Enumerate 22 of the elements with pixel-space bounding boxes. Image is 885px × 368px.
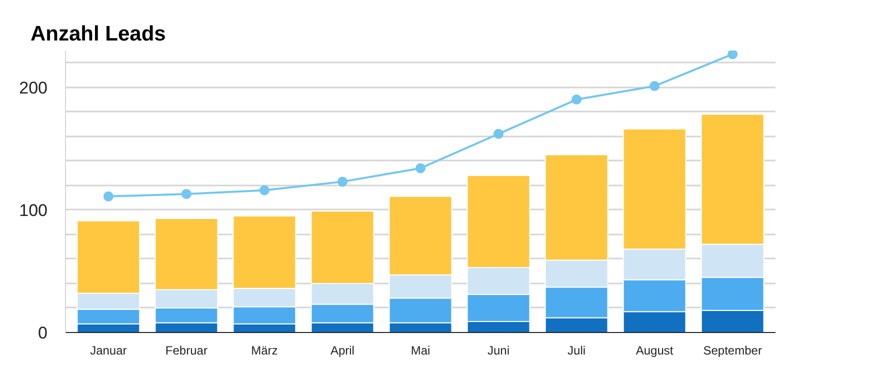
y-tick-label: 100	[19, 200, 48, 220]
x-tick-label: März	[251, 344, 278, 358]
x-tick-label: August	[636, 344, 674, 358]
point	[494, 128, 504, 139]
x-tick-label: Februar	[165, 344, 208, 358]
x-tick-label: Januar	[90, 344, 127, 358]
point	[728, 50, 738, 60]
y-tick-label: 200	[19, 78, 48, 98]
x-tick-label: Juni	[488, 344, 510, 358]
x-tick-label: April	[330, 344, 354, 358]
point	[259, 185, 270, 196]
point	[337, 176, 348, 187]
point	[650, 81, 660, 92]
point	[572, 94, 582, 105]
x-tick-label: September	[703, 344, 762, 358]
point	[416, 163, 426, 174]
point	[103, 191, 114, 202]
x-tick-label: Mai	[410, 344, 430, 358]
chart-title: Anzahl Leads	[30, 22, 166, 46]
x-tick-label: Juli	[568, 344, 586, 358]
point	[181, 188, 192, 199]
y-tick-label: 0	[38, 324, 48, 342]
